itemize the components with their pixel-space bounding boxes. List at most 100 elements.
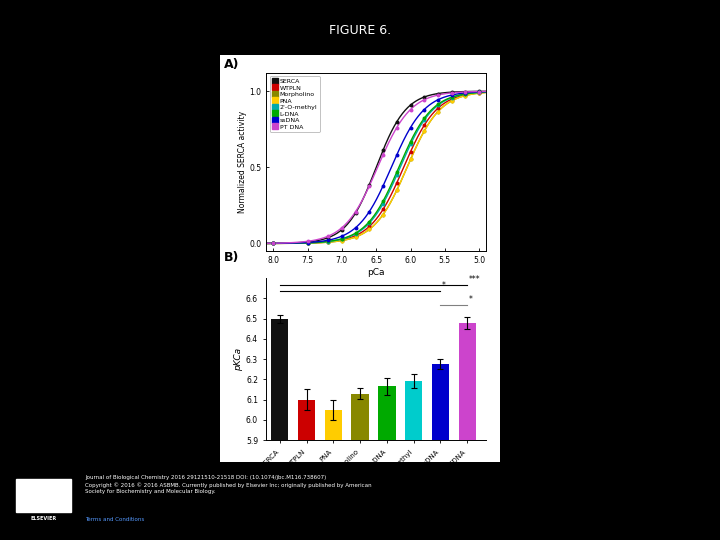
Point [405, 140, 416, 149]
Point [405, 155, 416, 164]
Point [364, 225, 375, 234]
Point [364, 181, 375, 190]
Point [473, 87, 485, 96]
Point [336, 235, 348, 244]
Point [459, 91, 471, 100]
Point [377, 199, 389, 208]
Point [323, 238, 334, 247]
Point [336, 224, 348, 232]
Point [336, 237, 348, 245]
Point [377, 151, 389, 159]
Bar [325, 410, 342, 540]
Point [446, 89, 457, 97]
Point [432, 89, 444, 98]
Point [405, 123, 416, 132]
Point [336, 235, 348, 244]
Point [446, 97, 457, 105]
Point [405, 137, 416, 146]
Point [377, 210, 389, 219]
Point [459, 90, 471, 99]
Point [302, 237, 313, 246]
Point [391, 179, 402, 187]
Bar [351, 394, 369, 540]
Text: Journal of Biological Chemistry 2016 29121510-21518 DOI: (10.1074/jbc.M116.73860: Journal of Biological Chemistry 2016 291… [85, 475, 372, 494]
Point [350, 233, 361, 241]
Point [268, 239, 279, 248]
Point [268, 239, 279, 248]
Point [473, 88, 485, 97]
Point [364, 207, 375, 216]
Point [391, 151, 402, 159]
Point [432, 101, 444, 110]
Point [336, 232, 348, 240]
Point [391, 186, 402, 194]
Point [377, 210, 389, 219]
Bar [298, 400, 315, 540]
Point [268, 239, 279, 248]
Point [302, 239, 313, 247]
Point [473, 87, 485, 96]
Point [336, 225, 348, 234]
Point [377, 146, 389, 154]
Y-axis label: pKCa: pKCa [234, 348, 243, 370]
Point [432, 104, 444, 112]
Point [418, 121, 430, 130]
Point [473, 87, 485, 96]
Text: ***: *** [469, 275, 480, 284]
Text: *: * [469, 295, 472, 305]
Point [323, 238, 334, 246]
Point [377, 197, 389, 205]
Point [364, 219, 375, 227]
Point [323, 236, 334, 245]
Point [473, 89, 485, 97]
Text: Terms and Conditions: Terms and Conditions [85, 517, 144, 522]
Bar [432, 364, 449, 540]
Point [302, 238, 313, 247]
Text: B): B) [224, 251, 239, 264]
Point [418, 127, 430, 136]
Point [473, 89, 485, 97]
Point [323, 232, 334, 240]
Point [391, 123, 402, 132]
Point [405, 100, 416, 109]
X-axis label: pCa: pCa [367, 268, 385, 276]
Point [268, 239, 279, 248]
Point [350, 231, 361, 240]
Bar [378, 387, 395, 540]
Bar [271, 319, 289, 540]
Point [336, 234, 348, 243]
Point [323, 233, 334, 242]
Point [323, 237, 334, 246]
Point [418, 96, 430, 104]
Point [364, 217, 375, 226]
Point [432, 107, 444, 116]
Point [302, 238, 313, 246]
Point [391, 168, 402, 177]
Point [391, 186, 402, 194]
Point [432, 107, 444, 116]
Point [405, 155, 416, 164]
Point [364, 222, 375, 231]
Point [350, 230, 361, 238]
Bar [405, 381, 423, 540]
Point [350, 224, 361, 232]
Point [432, 91, 444, 99]
Legend: SERCA, WTPLN, Morpholino, PNA, 2'-O-methyl, L-DNA, ssDNA, PT DNA: SERCA, WTPLN, Morpholino, PNA, 2'-O-meth… [269, 76, 320, 132]
Point [350, 229, 361, 238]
Point [391, 171, 402, 179]
Point [268, 239, 279, 248]
Text: ELSEVIER: ELSEVIER [30, 516, 57, 521]
Point [268, 239, 279, 247]
Point [446, 91, 457, 99]
Point [446, 95, 457, 104]
Point [350, 207, 361, 216]
Point [405, 147, 416, 156]
Point [446, 88, 457, 97]
Point [391, 117, 402, 126]
Point [473, 89, 485, 97]
Point [323, 237, 334, 246]
Point [459, 91, 471, 100]
Point [446, 93, 457, 102]
Point [323, 238, 334, 247]
Point [268, 239, 279, 248]
